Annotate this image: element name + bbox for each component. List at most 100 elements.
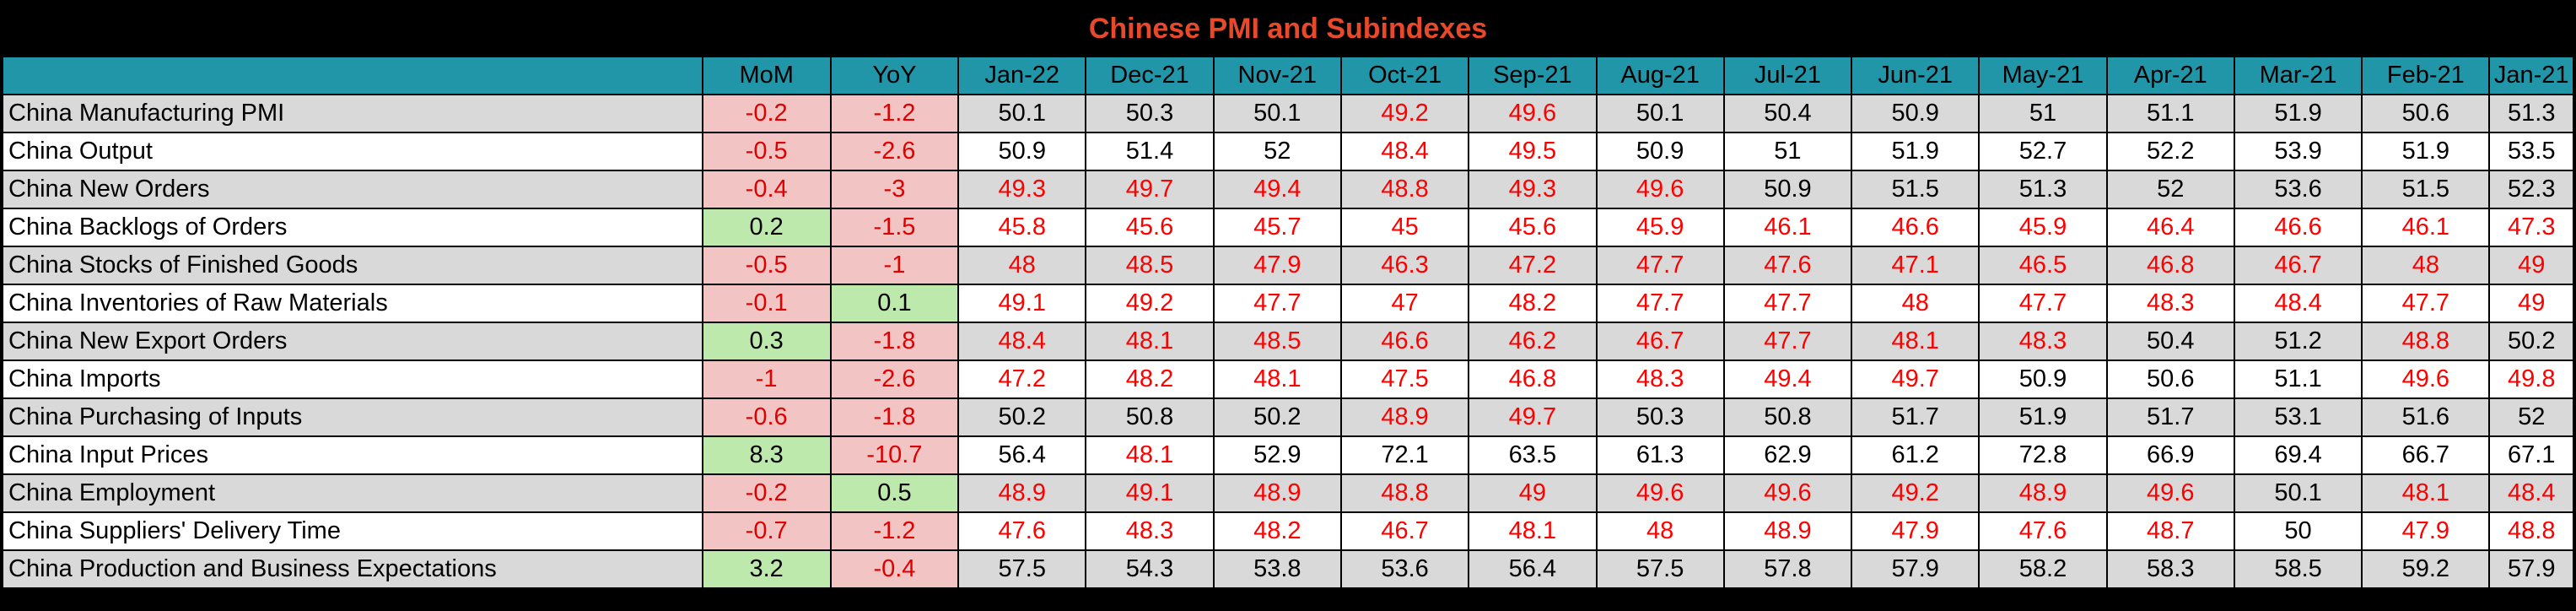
value-cell: 52.9 <box>1212 435 1342 475</box>
value-cell: 48.8 <box>1339 473 1470 513</box>
value-cell: 47 <box>1339 284 1470 323</box>
value-cell: 48.9 <box>957 473 1087 513</box>
value-cell: 48.4 <box>2233 284 2363 323</box>
value-cell: 46.5 <box>1978 246 2108 285</box>
value-cell: 49.5 <box>1468 132 1598 171</box>
yoy-cell: -1.5 <box>829 208 960 247</box>
value-cell: 48.5 <box>1212 322 1342 361</box>
value-cell: 56.4 <box>957 435 1087 475</box>
row-label: China Employment <box>2 473 703 513</box>
row-label: China Stocks of Finished Goods <box>2 246 703 285</box>
value-cell: 47.7 <box>1722 284 1853 323</box>
yoy-cell: -0.4 <box>829 549 960 589</box>
value-cell: 47.7 <box>1595 246 1725 285</box>
row-label: China Inventories of Raw Materials <box>2 284 703 323</box>
value-cell: 49.6 <box>2105 473 2235 513</box>
yoy-cell: -1.8 <box>829 322 960 361</box>
value-cell: 46.7 <box>1339 511 1470 551</box>
value-cell: 57.5 <box>1595 549 1725 589</box>
value-cell: 48.4 <box>957 322 1087 361</box>
value-cell: 48 <box>1851 284 1981 323</box>
table-row: China Stocks of Finished Goods -0.5 -1 48 48… <box>2 246 2574 285</box>
value-cell: 50.2 <box>1212 397 1342 437</box>
value-cell: 50.9 <box>1722 170 1853 209</box>
value-cell: 50.6 <box>2105 360 2235 399</box>
yoy-cell: -1.8 <box>829 397 960 437</box>
value-cell: 47.6 <box>957 511 1087 551</box>
value-cell: 46.8 <box>2105 246 2235 285</box>
value-cell: 50.9 <box>957 132 1087 171</box>
value-cell: 66.7 <box>2361 435 2491 475</box>
value-cell: 66.9 <box>2105 435 2235 475</box>
value-cell: 48.2 <box>1468 284 1598 323</box>
header-cell: Jan-21 <box>2488 56 2574 95</box>
value-cell: 48.7 <box>2105 511 2235 551</box>
value-cell: 69.4 <box>2233 435 2363 475</box>
value-cell: 48.2 <box>1212 511 1342 551</box>
value-cell: 50.9 <box>1595 132 1725 171</box>
table-row: China Suppliers' Delivery Time -0.7 -1.2 47… <box>2 511 2574 551</box>
value-cell: 62.9 <box>1722 435 1853 475</box>
mom-cell: -0.6 <box>701 397 832 437</box>
value-cell: 54.3 <box>1085 549 1215 589</box>
mom-cell: -0.7 <box>701 511 832 551</box>
row-label: China Input Prices <box>2 435 703 475</box>
value-cell: 48 <box>957 246 1087 285</box>
mom-cell: -0.2 <box>701 473 832 513</box>
value-cell: 48.8 <box>2488 511 2574 551</box>
value-cell: 50.2 <box>2488 322 2574 361</box>
value-cell: 50.6 <box>2361 94 2491 133</box>
value-cell: 51.2 <box>2233 322 2363 361</box>
value-cell: 46.1 <box>2361 208 2491 247</box>
value-cell: 53.1 <box>2233 397 2363 437</box>
value-cell: 50.4 <box>1722 94 1853 133</box>
value-cell: 49 <box>2488 284 2574 323</box>
yoy-cell: -2.6 <box>829 132 960 171</box>
value-cell: 48.9 <box>1978 473 2108 513</box>
value-cell: 46.2 <box>1468 322 1598 361</box>
header-row: MoM YoY Jan-22 Dec-21 Nov-21 Oct-21 Sep-21 Aug-… <box>2 56 2574 95</box>
value-cell: 48 <box>1595 511 1725 551</box>
table-row: China Imports -1 -2.6 47.2 48.2 48.1 47.5 46.8 4… <box>2 360 2574 399</box>
value-cell: 48.2 <box>1085 360 1215 399</box>
value-cell: 49.6 <box>1722 473 1853 513</box>
value-cell: 48.9 <box>1339 397 1470 437</box>
value-cell: 46.4 <box>2105 208 2235 247</box>
value-cell: 53.8 <box>1212 549 1342 589</box>
table-title: Chinese PMI and Subindexes <box>2 2 2574 56</box>
value-cell: 61.3 <box>1595 435 1725 475</box>
value-cell: 58.3 <box>2105 549 2235 589</box>
value-cell: 46.6 <box>2233 208 2363 247</box>
value-cell: 48.1 <box>1851 322 1981 361</box>
table-row: China Employment -0.2 0.5 48.9 49.1 48.9 48.8 4… <box>2 473 2574 513</box>
value-cell: 51.4 <box>1085 132 1215 171</box>
value-cell: 49.6 <box>1468 94 1598 133</box>
header-cell: Aug-21 <box>1595 56 1725 95</box>
value-cell: 52 <box>2488 397 2574 437</box>
row-label: China Production and Business Expectatio… <box>2 549 703 589</box>
value-cell: 48.8 <box>1339 170 1470 209</box>
value-cell: 51.9 <box>1978 397 2108 437</box>
value-cell: 47.7 <box>2361 284 2491 323</box>
value-cell: 45 <box>1339 208 1470 247</box>
value-cell: 47.2 <box>957 360 1087 399</box>
value-cell: 51.5 <box>1851 170 1981 209</box>
value-cell: 47.7 <box>1722 322 1853 361</box>
header-cell: Feb-21 <box>2361 56 2491 95</box>
value-cell: 57.9 <box>2488 549 2574 589</box>
value-cell: 50.1 <box>1595 94 1725 133</box>
header-cell: Apr-21 <box>2105 56 2235 95</box>
table-row: China New Export Orders 0.3 -1.8 48.4 48.1 48… <box>2 322 2574 361</box>
value-cell: 45.6 <box>1085 208 1215 247</box>
value-cell: 46.7 <box>2233 246 2363 285</box>
value-cell: 51.1 <box>2105 94 2235 133</box>
value-cell: 48.3 <box>1978 322 2108 361</box>
value-cell: 50.1 <box>1212 94 1342 133</box>
value-cell: 49.6 <box>1595 170 1725 209</box>
value-cell: 47.6 <box>1978 511 2108 551</box>
header-cell: Mar-21 <box>2233 56 2363 95</box>
table-row: China Backlogs of Orders 0.2 -1.5 45.8 45.6 4… <box>2 208 2574 247</box>
yoy-cell: -1.2 <box>829 94 960 133</box>
value-cell: 49.3 <box>957 170 1087 209</box>
